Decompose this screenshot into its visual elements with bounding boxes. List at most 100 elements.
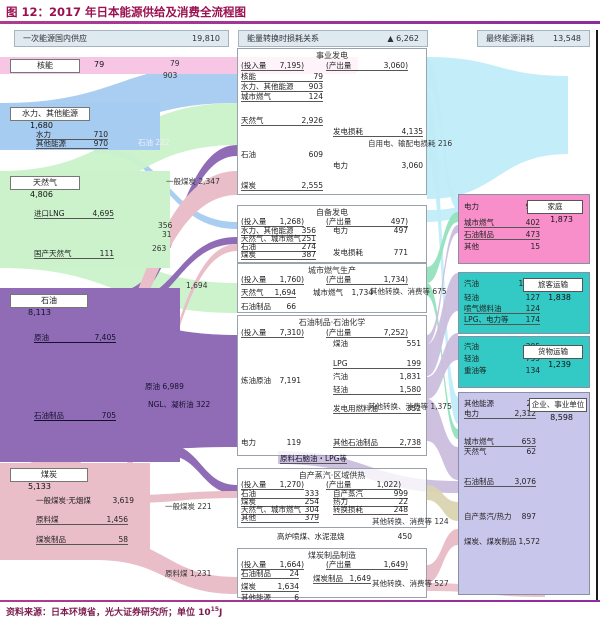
source-label-coal: 煤炭	[10, 468, 88, 482]
output-row: 城市燃气 1,734	[313, 288, 373, 297]
flow-label: 263	[152, 244, 167, 253]
fuel-row: 城市燃气 124	[241, 92, 323, 102]
footer-source-text: 资料来源：日本环境省，光大证券研究所；单位 10	[6, 608, 211, 618]
source-label-oil: 石油	[10, 294, 88, 308]
output-total-row: (产出量 1,649)	[326, 560, 408, 570]
output-row: 轻油 1,580	[333, 385, 421, 395]
converter-title: 城市燃气生产	[308, 266, 356, 275]
flow-label-naphtha: 原料石脑油・LPG等	[280, 454, 348, 464]
source-sub-row: 国产天然气 111	[34, 249, 114, 259]
fuel-row: 石油 274	[241, 242, 316, 252]
output-row: 电力 497	[333, 226, 408, 235]
consumer-row: 电力 2,312	[464, 409, 536, 419]
consumer-total: 1,239	[548, 360, 571, 369]
flow-label: 903	[163, 71, 178, 80]
fuel-row: 石油制品 24	[241, 569, 299, 579]
header-final-consumption: 最终能源消耗 13,548	[477, 30, 590, 47]
output-row: 热力 22	[333, 497, 408, 507]
fuel-row: 石油 609	[241, 150, 323, 159]
consumer-name: 旅客运输	[523, 278, 583, 292]
output-row: 煤油 551	[333, 339, 421, 348]
output-row: 其他石油制品 2,738	[333, 438, 421, 448]
fuel-row: 天然气、城市燃气 304	[241, 505, 319, 515]
input-total-row: (投入量 7,310)	[241, 328, 304, 338]
band-oil	[0, 288, 180, 462]
fuel-row: 煤炭 387	[241, 250, 316, 260]
consumer-row: 石油制品 3,076	[464, 477, 536, 487]
flow-label: 自用电、输配电损耗 216	[368, 139, 453, 148]
consumer-row: 自产蒸汽/热力 897	[464, 512, 536, 521]
flow-label: 79	[170, 59, 180, 68]
consumer-row: 石油制品 473	[464, 230, 540, 240]
input-total-row: (投入量 1,268)	[241, 217, 304, 227]
output-row: 煤炭制品 1,649	[313, 574, 371, 584]
converter-captive-generation: 自备发电 (投入量 1,268) (产出量 497) 水力、其他能源 356 天然气、…	[237, 205, 427, 263]
output-row: 转换损耗 248	[333, 505, 408, 515]
output-row: 汽油 1,831	[333, 372, 421, 381]
source-total-coal: 5,133	[28, 482, 51, 491]
consumer-row: 喷气燃料油 124	[464, 304, 540, 314]
input-total-row: (投入量 1,270)	[241, 480, 304, 490]
flow-label: 31	[162, 230, 172, 239]
consumer-row: 其他 15	[464, 242, 540, 251]
consumer-row: 其他能源27	[464, 399, 536, 408]
footer-source: 资料来源：日本环境省，光大证券研究所；单位 1015J	[6, 605, 222, 618]
input-total-row: (投入量 7,195)	[241, 61, 304, 71]
output-total-row: (产出量 497)	[326, 217, 408, 227]
fuel-row: 煤炭 1,634	[241, 582, 299, 592]
source-sub-row: 原料煤 1,456	[36, 515, 128, 525]
fuel-row: 石油制品 66	[241, 302, 296, 311]
consumer-total: 1,873	[550, 215, 573, 224]
converter-coal-products: 煤炭制品制造 (投入量 1,664) (产出量 1,649) 石油制品 24 煤炭 1,…	[237, 548, 427, 602]
consumer-row: 重油等 134	[464, 366, 540, 375]
input-total-row: (投入量 1,664)	[241, 560, 304, 570]
flow-label: 1,694	[186, 281, 208, 290]
source-total-hydro: 1,680	[30, 121, 53, 130]
source-label-hydro: 水力、其他能源	[10, 107, 90, 121]
fuel-row: 炼油原油 7,191	[241, 376, 301, 385]
converter-oil-refining: 石油制品·石油化学 (投入量 7,310) (产出量 7,252) 炼油原油 7,19…	[237, 315, 427, 456]
source-sub-row: 石油制品 705	[34, 411, 116, 421]
fuel-row: 其他 379	[241, 513, 319, 523]
source-sub-row: 进口LNG 4,695	[34, 209, 114, 219]
footer-unit-exponent: 15	[210, 606, 220, 613]
output-row: LPG 199	[333, 359, 421, 369]
fuel-row: 水力、其他能源 356	[241, 226, 316, 236]
converter-title: 煤炭制品制造	[308, 551, 356, 560]
consumer-total: 1,838	[548, 293, 571, 302]
converter-utility-generation: 事业发电 (投入量 7,195) (产出量 3,060) 核能 79 水力、其他能源 9…	[237, 48, 427, 195]
header-conversion-loss: 能量转换时损耗关系 ▲ 6,262	[238, 30, 428, 47]
flow-label: 原料煤 1,231	[165, 569, 212, 578]
consumer-row: 煤炭、煤炭制品 1,572	[464, 537, 540, 546]
converter-title: 石油制品·石油化学	[298, 318, 366, 327]
source-sub-row: 原油 7,405	[34, 333, 116, 343]
output-total-row: (产出量 7,252)	[326, 328, 408, 338]
flow-label: 石油 222	[138, 138, 170, 147]
fuel-row: 其他能源 6	[241, 593, 299, 602]
title-divider	[0, 21, 600, 24]
flow-label: 其他转换、消费等 1,375	[368, 402, 452, 411]
consumer-name: 企业、事业单位	[529, 398, 587, 412]
consumer-row: 城市燃气 402	[464, 218, 540, 228]
blast-furnace-cement-row: 高炉喷煤、水泥混烧 450	[277, 532, 412, 541]
footer-unit: J	[219, 608, 223, 618]
source-sub-row: 水力 710	[36, 130, 108, 140]
source-label-nuclear: 核能	[10, 59, 80, 73]
converter-title: 自备发电	[316, 208, 348, 217]
flow-label: 原油 6,989	[145, 382, 184, 391]
source-total-oil: 8,113	[28, 308, 51, 317]
flow-label: 其他转换、消费等 124	[372, 517, 449, 526]
converter-title: 事业发电	[316, 51, 348, 60]
consumer-row: LPG、电力等 174	[464, 315, 540, 325]
source-sub-row: 其他能源 970	[36, 139, 108, 149]
converter-steam-district-heat: 自产蒸汽·区域供热 (投入量 1,270) (产出量 1,022) 石油 333 煤炭…	[237, 468, 427, 528]
right-border-line	[596, 30, 598, 600]
fuel-row: 电力 119	[241, 438, 301, 447]
fuel-row: 天然气 2,926	[241, 116, 323, 126]
output-total-row: (产出量 3,060)	[326, 61, 408, 71]
converter-city-gas: 城市燃气生产 (投入量 1,760) (产出量 1,734) 天然气 1,694 石油…	[237, 263, 427, 313]
